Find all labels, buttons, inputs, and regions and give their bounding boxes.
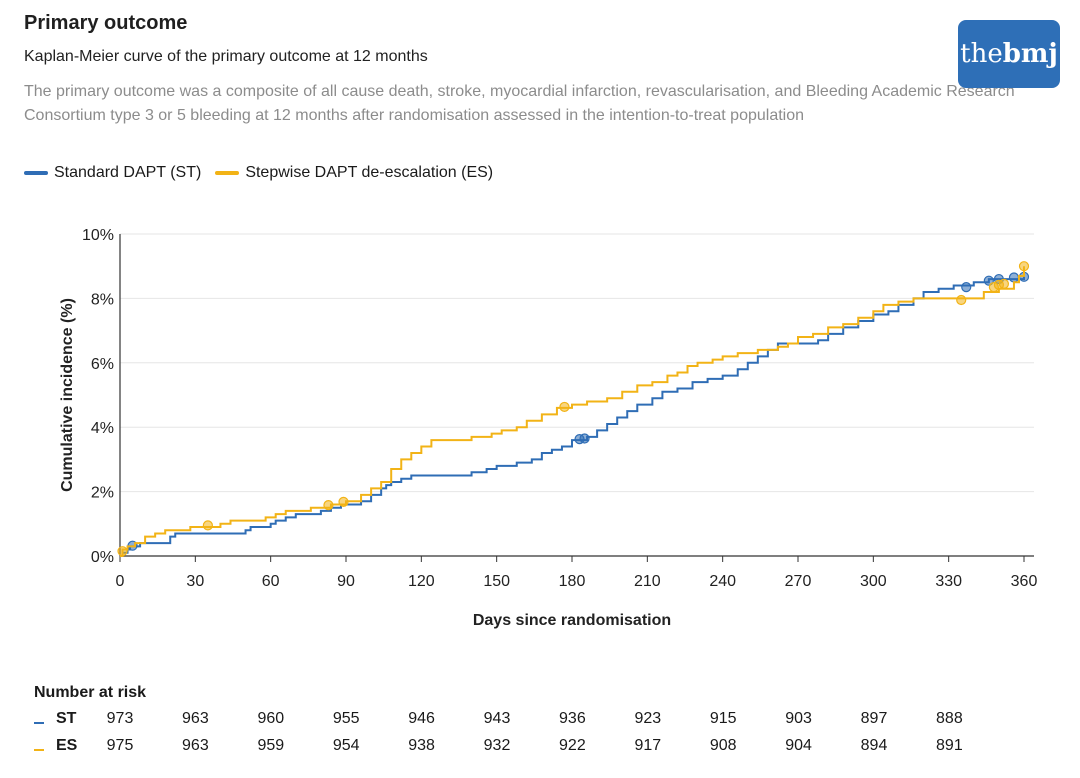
censor-mark-st (961, 282, 972, 293)
risk-cell: 946 (408, 710, 435, 727)
grid (119, 233, 1034, 557)
x-tick-label: 210 (634, 573, 661, 590)
censor-mark-es (117, 546, 128, 557)
x-tick-label: 270 (785, 573, 812, 590)
risk-cell: 904 (785, 737, 812, 754)
risk-row-label: ST (56, 710, 77, 727)
chart-description: The primary outcome was a composite of a… (24, 83, 1015, 124)
risk-cell: 888 (936, 710, 963, 727)
censor-mark-es (202, 520, 213, 531)
risk-cell: 963 (182, 710, 209, 727)
risk-cell: 955 (332, 710, 360, 727)
risk-cell: 936 (559, 710, 586, 727)
risk-cell: 975 (106, 737, 134, 754)
kaplan-meier-chart: 0% 2% 4% 6% 8% 10% 0 30 60 90 120 150 180 210 240 270 3… (59, 227, 1038, 629)
x-tick-label: 90 (337, 573, 355, 590)
risk-cell: 963 (182, 737, 209, 754)
risk-cell: 959 (257, 737, 285, 754)
legend-swatch-es (215, 171, 240, 175)
legend-label-st: Standard DAPT (ST) (54, 164, 202, 181)
x-tick-label: 240 (709, 573, 736, 590)
risk-cell: 922 (559, 737, 586, 754)
censor-mark-es (1018, 261, 1030, 272)
x-tick-label: 330 (935, 573, 962, 590)
risk-cell: 932 (483, 737, 511, 754)
x-tick-label: 60 (262, 573, 280, 590)
series-line-es (120, 266, 1025, 557)
x-tick-label: 300 (860, 573, 887, 590)
censor-mark-es (338, 496, 349, 508)
risk-row-color-dash (34, 749, 44, 751)
y-axis-label: Cumulative incidence (%) (59, 298, 76, 492)
censor-mark-es (559, 401, 570, 413)
y-tick-label: 10% (82, 227, 114, 244)
legend-label-es: Stepwise DAPT de-escalation (ES) (245, 164, 494, 181)
legend: Standard DAPT (ST) Stepwise DAPT de-esca… (24, 164, 507, 182)
risk-cell: 897 (860, 710, 888, 727)
risk-row-es: ES 975 963 959 954 938 932 922 917 908 904 894 891 (0, 737, 1080, 761)
legend-swatch-st (24, 171, 48, 175)
risk-cell: 938 (408, 737, 435, 754)
logo-the-text: the (960, 39, 1003, 69)
risk-row-color-dash (34, 722, 44, 724)
y-axis-ticks: 0% 2% 4% 6% 8% 10% (82, 227, 114, 566)
risk-cell: 943 (483, 710, 511, 727)
censor-mark-es (323, 500, 334, 511)
y-tick-label: 4% (91, 420, 114, 437)
legend-item-es: Stepwise DAPT de-escalation (ES) (215, 164, 493, 182)
x-tick-label: 360 (1011, 573, 1038, 590)
x-axis-ticks: 0 30 60 90 120 150 180 210 240 270 300 330 360 (116, 556, 1038, 590)
series-line-st (120, 275, 1025, 557)
chart-title: Primary outcome (24, 12, 188, 34)
risk-cell: 894 (860, 737, 888, 754)
risk-cell: 973 (106, 710, 134, 727)
risk-cell: 954 (332, 737, 360, 754)
risk-cell: 917 (634, 737, 662, 754)
censor-mark-st (579, 433, 590, 444)
y-tick-label: 2% (91, 485, 114, 502)
risk-cell: 891 (936, 737, 963, 754)
x-tick-label: 0 (116, 573, 125, 590)
logo-bmj-text: bmj (1002, 39, 1058, 69)
risk-table-title: Number at risk (34, 684, 147, 701)
x-tick-label: 180 (559, 573, 586, 590)
risk-cell: 923 (634, 710, 662, 727)
bmj-logo[interactable]: the bmj (958, 20, 1060, 88)
x-tick-label: 150 (483, 573, 510, 590)
x-tick-label: 120 (408, 573, 435, 590)
risk-cell: 915 (709, 710, 737, 727)
risk-cell: 903 (785, 710, 812, 727)
x-tick-label: 30 (186, 573, 204, 590)
censor-mark-es (956, 294, 967, 306)
y-tick-label: 8% (91, 291, 114, 308)
censor-mark-es (998, 278, 1010, 290)
censor-mark-st (1008, 272, 1020, 283)
x-axis-label: Days since randomisation (473, 612, 671, 629)
risk-row-label: ES (56, 737, 78, 754)
risk-cell: 908 (709, 737, 737, 754)
risk-row-st: ST 973 963 960 955 946 943 936 923 915 903 897 888 (0, 710, 1080, 734)
legend-item-st: Standard DAPT (ST) (24, 164, 201, 182)
risk-cell: 960 (257, 710, 285, 727)
y-tick-label: 6% (91, 356, 114, 373)
chart-subtitle: Kaplan-Meier curve of the primary outcom… (24, 48, 428, 65)
y-tick-label: 0% (91, 549, 114, 566)
series-layer (117, 261, 1030, 557)
